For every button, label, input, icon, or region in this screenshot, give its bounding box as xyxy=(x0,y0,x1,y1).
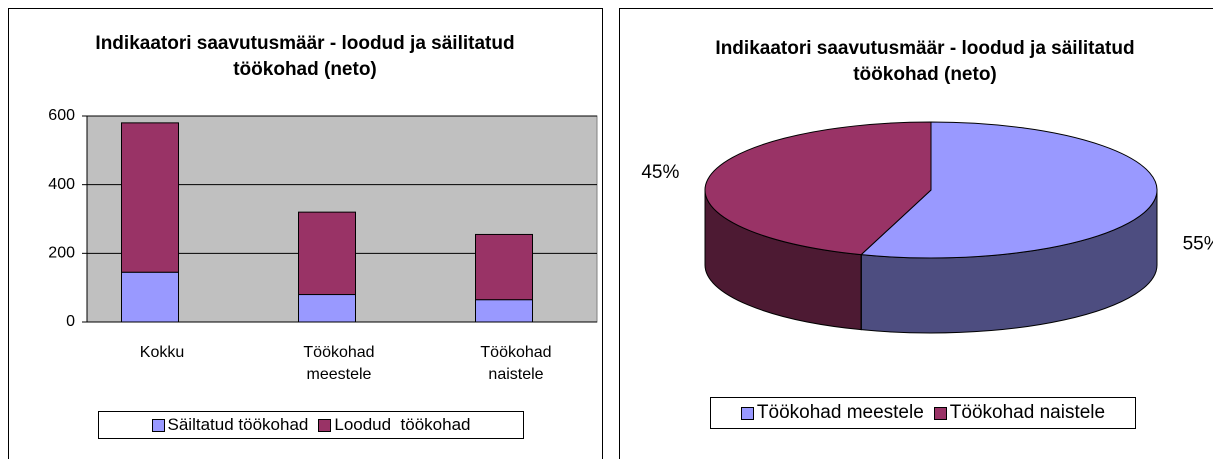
legend: Töökohad meestele Töökohad naistele xyxy=(710,397,1136,429)
chart-frame xyxy=(619,8,1213,459)
legend-swatch xyxy=(318,418,332,432)
bar-segment xyxy=(475,233,533,301)
legend-item: Loodud töökohad xyxy=(318,415,470,435)
legend-swatch xyxy=(933,406,947,420)
legend-swatch xyxy=(151,418,165,432)
bar-segment xyxy=(121,271,179,323)
data-label: 45% xyxy=(641,162,679,183)
x-tick-label: Töökohad meestele xyxy=(303,344,375,383)
chart-frame xyxy=(8,8,603,459)
legend-item: Töökohad meestele xyxy=(740,402,924,424)
y-tick-label: 600 xyxy=(48,107,75,124)
y-tick-label: 200 xyxy=(48,245,75,262)
pie-slice xyxy=(860,121,1158,259)
x-tick-label: Töökohad naistele xyxy=(480,344,552,383)
legend: Säiltatud töökohad Loodud töökohad xyxy=(98,411,524,439)
legend-swatch xyxy=(740,406,754,420)
bar-segment xyxy=(298,294,356,323)
legend-label: Töökohad meestele xyxy=(756,402,924,423)
legend-item: Töökohad naistele xyxy=(933,402,1106,424)
chart-title: Indikaatori saavutusmäär - loodud ja säi… xyxy=(715,38,1135,85)
legend-label: Säiltatud töökohad xyxy=(167,415,309,434)
legend-item: Säiltatud töökohad xyxy=(151,415,309,435)
x-tick-label: Kokku xyxy=(139,344,185,361)
bar-segment xyxy=(475,299,533,323)
legend-label: Loodud töökohad xyxy=(334,415,471,434)
y-tick-label: 400 xyxy=(48,176,75,193)
pie-slice xyxy=(704,121,932,256)
bar-segment xyxy=(298,211,356,296)
bar-segment xyxy=(121,122,179,273)
chart-title: Indikaatori saavutusmäär - loodud ja säi… xyxy=(95,33,515,80)
y-tick-label: 0 xyxy=(66,313,75,330)
data-label: 55% xyxy=(1183,233,1213,254)
legend-label: Töökohad naistele xyxy=(949,402,1106,423)
